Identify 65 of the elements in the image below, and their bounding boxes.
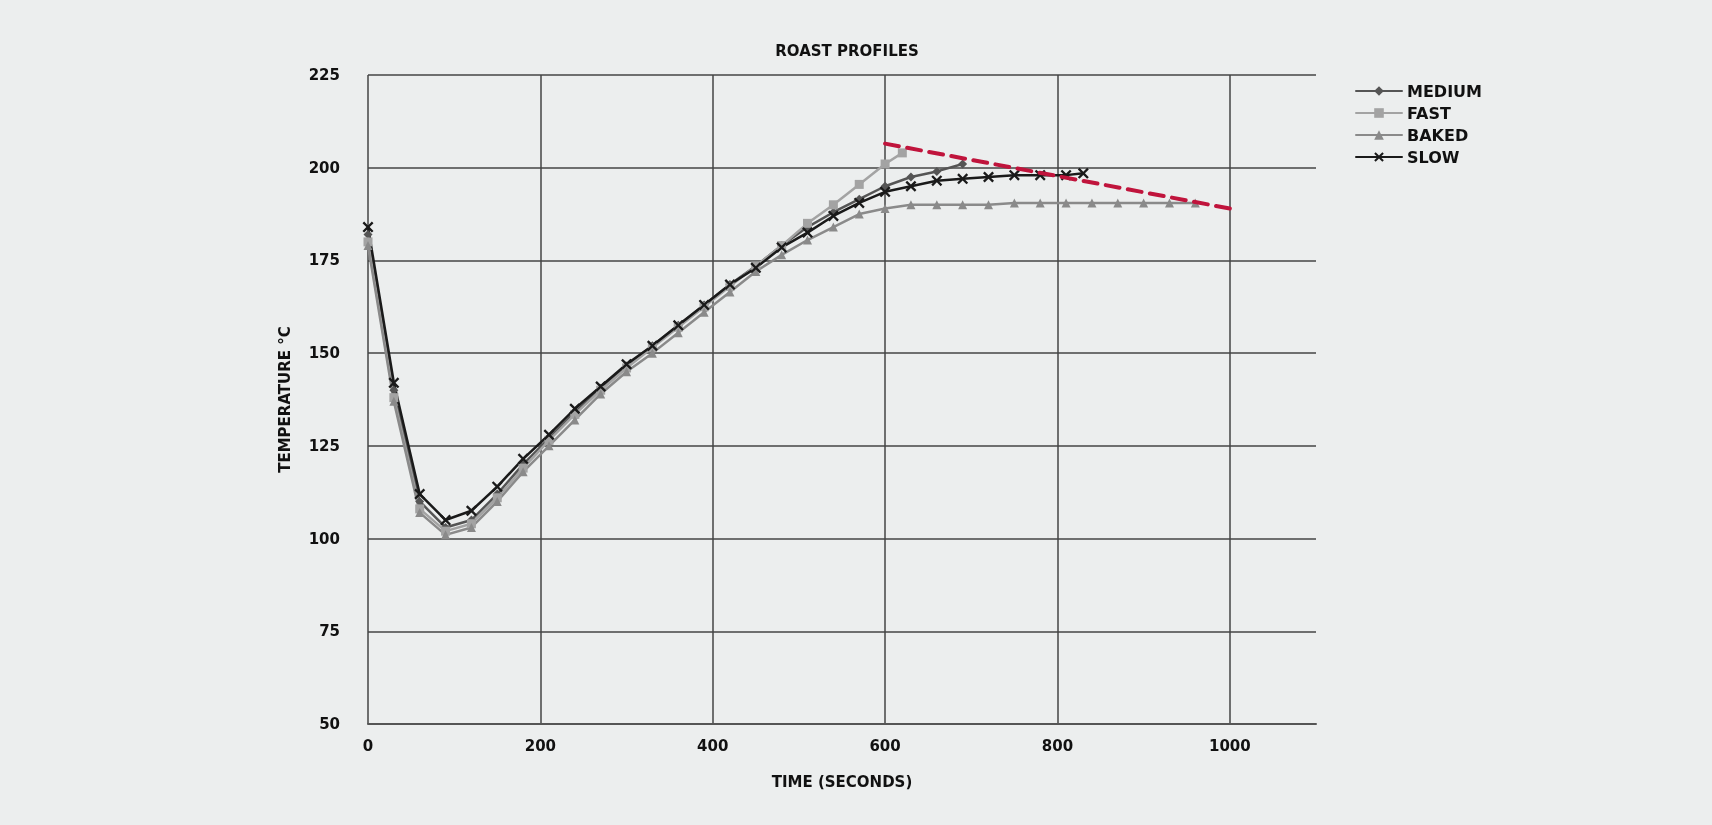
point [880, 181, 890, 191]
point [932, 166, 942, 176]
point [1164, 198, 1174, 208]
point [906, 200, 916, 210]
x-tick-label: 1000 [1208, 736, 1251, 755]
x-tick-label: 800 [1041, 736, 1074, 755]
point [802, 227, 814, 239]
point [388, 377, 400, 389]
point [363, 229, 373, 239]
x-tick-label: 200 [524, 736, 557, 755]
point [622, 367, 632, 377]
point [854, 209, 864, 219]
y-tick-label: 200 [308, 158, 340, 177]
point [958, 159, 968, 169]
point [1077, 167, 1089, 179]
point [1008, 169, 1020, 181]
point [517, 453, 529, 465]
point [879, 186, 891, 198]
legend-label: MEDIUM [1407, 81, 1482, 101]
y-tick-label: 175 [308, 251, 340, 270]
point [699, 307, 709, 317]
point [363, 241, 373, 251]
point [931, 175, 943, 187]
point [854, 179, 864, 189]
point [803, 235, 813, 245]
y-axis-title: TEMPERATURE °C [275, 326, 294, 473]
point [897, 148, 907, 158]
y-tick-label: 225 [308, 66, 340, 84]
point [984, 200, 994, 210]
point [441, 530, 451, 540]
point [853, 197, 865, 209]
legend-label: SLOW [1407, 147, 1460, 167]
point [880, 159, 890, 169]
y-tick-label: 125 [308, 436, 340, 455]
point [569, 403, 581, 415]
point [828, 200, 838, 210]
chart-title: ROAST PROFILES [775, 41, 919, 60]
point [491, 481, 503, 493]
point [414, 488, 426, 500]
y-tick-label: 50 [319, 715, 340, 733]
y-tick-label: 100 [308, 529, 340, 548]
point [465, 505, 477, 517]
point [803, 218, 813, 228]
legend-label: BAKED [1407, 125, 1469, 145]
point [544, 441, 554, 451]
point [415, 496, 425, 506]
point [828, 222, 838, 232]
point [543, 429, 555, 441]
point [440, 514, 452, 526]
point [905, 180, 917, 192]
x-tick-label: 400 [697, 736, 729, 755]
point [983, 171, 995, 183]
legend-label: FAST [1407, 103, 1451, 123]
x-tick-label: 600 [869, 736, 901, 755]
x-tick-label: 0 [362, 736, 374, 755]
y-tick-label: 150 [308, 344, 340, 363]
x-axis-title: TIME (SECONDS) [771, 772, 913, 791]
point [880, 204, 890, 214]
point [827, 210, 839, 222]
point [362, 221, 374, 233]
y-tick-label: 75 [319, 622, 340, 641]
point [389, 385, 399, 395]
point [906, 172, 916, 182]
point [647, 348, 657, 358]
point [957, 173, 969, 185]
